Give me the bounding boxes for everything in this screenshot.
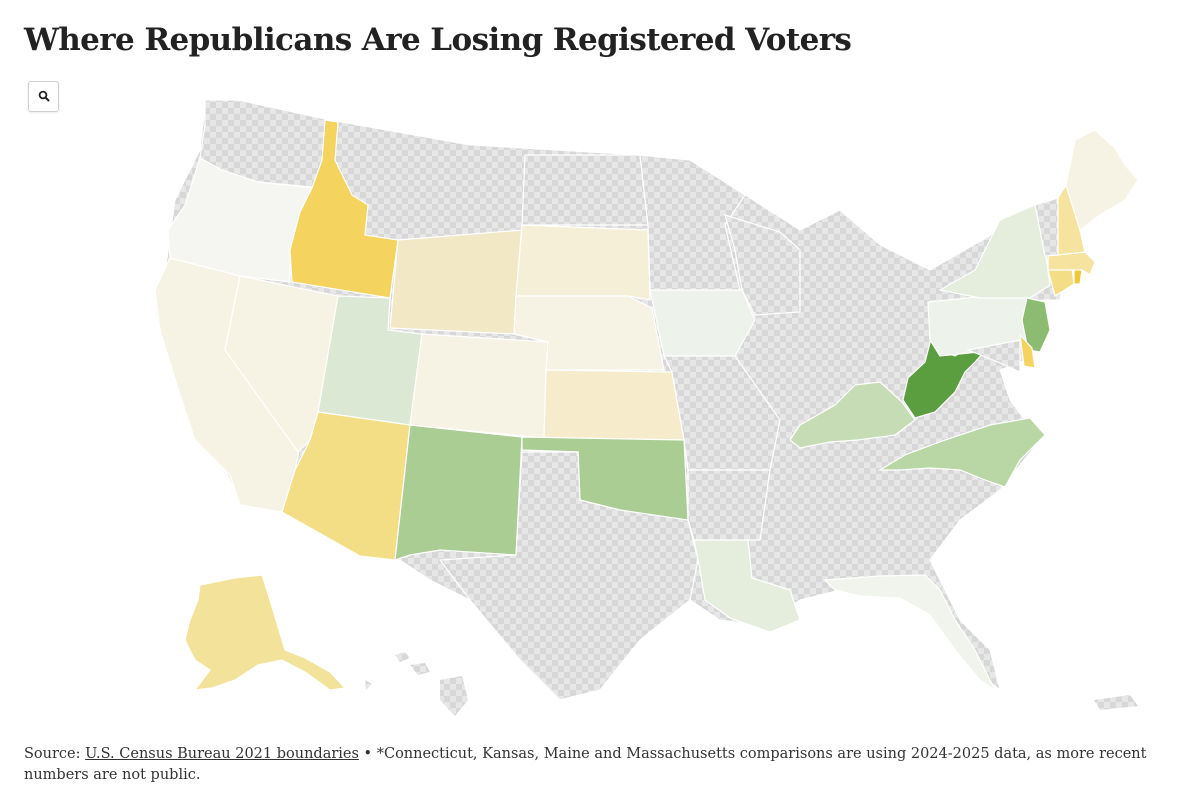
state-idaho[interactable] — [289, 119, 399, 299]
state-wisconsin[interactable] — [724, 214, 801, 316]
zoom-button[interactable] — [28, 81, 59, 112]
state-washington[interactable] — [199, 99, 331, 189]
source-link[interactable]: U.S. Census Bureau 2021 boundaries — [85, 746, 359, 762]
state-kansas[interactable] — [543, 369, 685, 441]
state-florida[interactable] — [823, 574, 997, 692]
state-minnesota[interactable] — [639, 154, 746, 291]
state-new-mexico[interactable] — [394, 424, 523, 561]
state-hawaii[interactable] — [365, 652, 468, 716]
state-north-carolina[interactable] — [877, 417, 1046, 488]
state-south-dakota[interactable] — [515, 224, 651, 301]
state-wyoming[interactable] — [389, 229, 523, 335]
page-title: Where Republicans Are Losing Registered … — [24, 22, 852, 58]
search-icon — [38, 87, 50, 106]
state-maryland[interactable] — [965, 339, 1021, 373]
state-iowa[interactable] — [649, 289, 756, 357]
state-texas[interactable] — [438, 451, 699, 701]
state-alaska[interactable] — [184, 574, 347, 691]
state-colorado[interactable] — [409, 333, 549, 439]
state-nebraska[interactable] — [513, 295, 665, 371]
state-louisiana[interactable] — [693, 539, 801, 633]
state-new-york[interactable] — [938, 204, 1051, 299]
state-kentucky[interactable] — [789, 381, 916, 449]
state-new-hampshire[interactable] — [1057, 183, 1086, 256]
footer-separator: • — [358, 746, 377, 762]
state-delaware[interactable] — [1019, 333, 1036, 369]
state-north-dakota[interactable] — [521, 154, 649, 226]
state-maine[interactable] — [1065, 129, 1139, 231]
source-footnote: Source: U.S. Census Bureau 2021 boundari… — [24, 744, 1190, 786]
source-label: Source: — [24, 746, 86, 762]
state-arkansas[interactable] — [687, 469, 771, 541]
state-new-jersey[interactable] — [1021, 297, 1051, 353]
us-choropleth-map — [154, 99, 1139, 716]
footnote-text: *Connecticut, Kansas, Maine and Massachu… — [24, 746, 1147, 783]
state-territory — [1094, 695, 1138, 710]
state-west-virginia[interactable] — [902, 333, 986, 419]
